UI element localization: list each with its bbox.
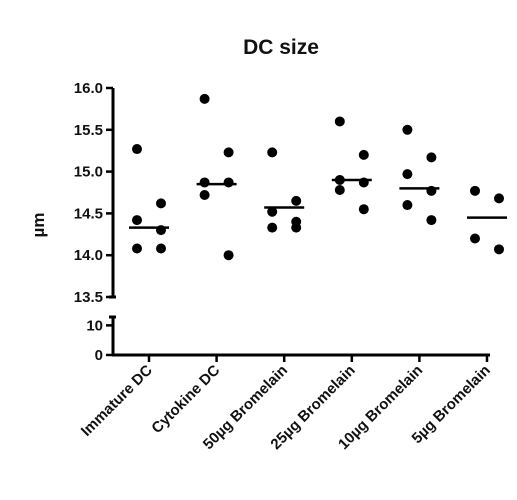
- data-point: [223, 177, 234, 188]
- y-axis-label: µm: [29, 213, 48, 238]
- data-point: [223, 147, 234, 158]
- data-point: [358, 177, 369, 188]
- data-point: [199, 190, 210, 201]
- y-ticks: 13.5 14.0 14.5 15.0 15.5 16.0 0 10: [74, 80, 113, 364]
- data-point: [426, 215, 437, 226]
- y-tick-label: 14.0: [74, 247, 103, 264]
- data-point: [267, 147, 278, 158]
- data-point: [132, 215, 142, 226]
- data-point: [494, 193, 504, 204]
- data-point: [156, 198, 166, 209]
- data-point: [334, 174, 345, 185]
- data-point: [494, 244, 504, 255]
- y-tick-label: 15.0: [74, 164, 103, 181]
- y-tick-label: 10: [86, 317, 103, 334]
- data-point: [402, 200, 413, 211]
- data-point: [199, 93, 210, 104]
- data-point: [470, 233, 480, 244]
- data-marks: [129, 93, 507, 362]
- data-point: [334, 116, 345, 127]
- data-point: [358, 204, 369, 215]
- data-point: [223, 250, 234, 261]
- data-point: [267, 222, 278, 233]
- y-tick-label: 14.5: [74, 205, 103, 222]
- data-point: [156, 225, 166, 236]
- data-point: [334, 184, 345, 195]
- y-tick-label: 16.0: [74, 80, 103, 97]
- data-point: [291, 195, 302, 206]
- data-point: [132, 243, 142, 254]
- data-point: [426, 185, 437, 196]
- data-point: [267, 206, 278, 217]
- data-point: [358, 149, 369, 160]
- data-point: [291, 222, 302, 233]
- data-point: [156, 243, 166, 254]
- data-point: [470, 185, 480, 196]
- y-tick-label: 0: [95, 347, 103, 364]
- data-point: [132, 144, 142, 155]
- data-point: [402, 169, 413, 180]
- category-label: Cytokine DC: [148, 362, 223, 437]
- y-tick-label: 13.5: [74, 289, 103, 306]
- data-point: [199, 177, 210, 188]
- category-label: Immature DC: [78, 362, 156, 440]
- y-tick-label: 15.5: [74, 122, 103, 139]
- chart-title: DC size: [243, 36, 319, 59]
- data-point: [426, 152, 437, 163]
- data-point: [402, 124, 413, 135]
